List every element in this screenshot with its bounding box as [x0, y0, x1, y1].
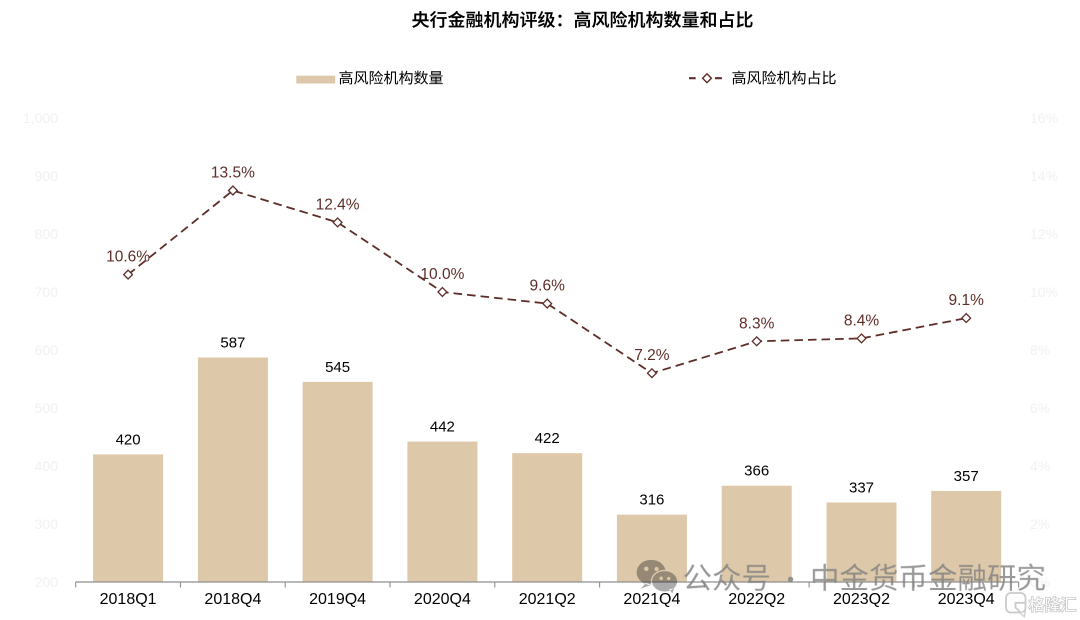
- svg-text:800: 800: [35, 226, 59, 242]
- svg-text:2019Q4: 2019Q4: [309, 591, 366, 608]
- svg-text:10.0%: 10.0%: [420, 266, 464, 283]
- svg-text:14%: 14%: [1030, 168, 1058, 184]
- svg-text:700: 700: [35, 284, 59, 300]
- svg-text:2022Q2: 2022Q2: [728, 591, 785, 608]
- svg-text:2018Q1: 2018Q1: [100, 591, 157, 608]
- svg-text:7.2%: 7.2%: [634, 347, 670, 364]
- svg-text:8.4%: 8.4%: [844, 312, 880, 329]
- svg-text:200: 200: [35, 574, 59, 590]
- svg-text:12.4%: 12.4%: [316, 196, 360, 213]
- svg-text:8%: 8%: [1030, 342, 1050, 358]
- svg-text:0%: 0%: [1030, 574, 1050, 590]
- svg-text:900: 900: [35, 168, 59, 184]
- svg-text:500: 500: [35, 400, 59, 416]
- svg-text:357: 357: [954, 468, 979, 485]
- svg-text:10%: 10%: [1030, 284, 1058, 300]
- svg-text:4%: 4%: [1030, 458, 1050, 474]
- svg-text:9.1%: 9.1%: [949, 292, 985, 309]
- svg-text:2023Q2: 2023Q2: [833, 591, 890, 608]
- svg-text:1,000: 1,000: [23, 110, 58, 126]
- svg-text:2018Q4: 2018Q4: [204, 591, 261, 608]
- svg-text:587: 587: [220, 335, 245, 352]
- svg-text:2021Q2: 2021Q2: [519, 591, 576, 608]
- svg-text:2020Q4: 2020Q4: [414, 591, 471, 608]
- svg-text:400: 400: [35, 458, 59, 474]
- svg-text:316: 316: [639, 492, 664, 509]
- svg-text:600: 600: [35, 342, 59, 358]
- svg-text:366: 366: [744, 463, 769, 480]
- svg-text:442: 442: [430, 419, 455, 436]
- svg-text:545: 545: [325, 359, 350, 376]
- svg-text:8.3%: 8.3%: [739, 315, 775, 332]
- svg-text:300: 300: [35, 516, 59, 532]
- svg-text:420: 420: [116, 431, 141, 448]
- svg-text:2021Q4: 2021Q4: [623, 591, 680, 608]
- svg-text:9.6%: 9.6%: [530, 278, 566, 295]
- svg-text:6%: 6%: [1030, 400, 1050, 416]
- svg-text:337: 337: [849, 480, 874, 497]
- svg-text:422: 422: [535, 430, 560, 447]
- svg-text:10.6%: 10.6%: [106, 249, 150, 266]
- svg-text:2%: 2%: [1030, 516, 1050, 532]
- svg-text:13.5%: 13.5%: [211, 165, 255, 182]
- svg-text:2023Q4: 2023Q4: [938, 591, 995, 608]
- svg-text:12%: 12%: [1030, 226, 1058, 242]
- svg-text:16%: 16%: [1030, 110, 1058, 126]
